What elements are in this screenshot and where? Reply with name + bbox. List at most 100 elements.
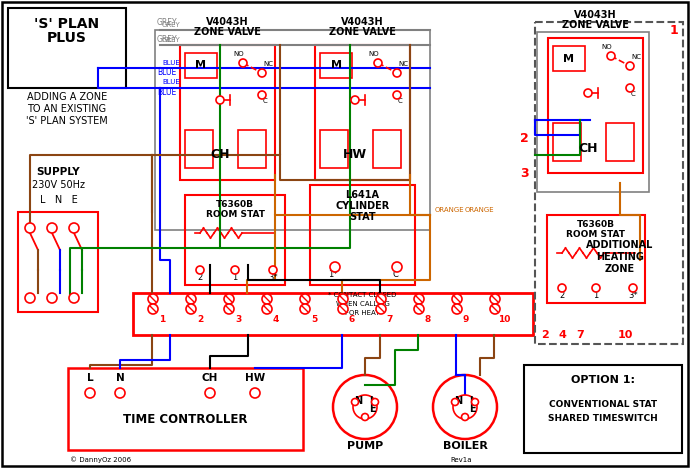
Circle shape	[250, 388, 260, 398]
Text: Rev1a: Rev1a	[450, 457, 471, 463]
Circle shape	[186, 304, 196, 314]
Text: ROOM STAT: ROOM STAT	[566, 230, 626, 239]
Text: 1: 1	[159, 315, 165, 324]
Text: 3: 3	[235, 315, 241, 324]
Text: N: N	[454, 396, 462, 406]
Circle shape	[148, 294, 158, 304]
Circle shape	[205, 388, 215, 398]
Text: CYLINDER: CYLINDER	[335, 201, 390, 211]
Text: 3: 3	[520, 167, 529, 180]
Text: BOILER: BOILER	[442, 441, 487, 451]
Text: C: C	[392, 270, 398, 279]
Circle shape	[333, 375, 397, 439]
Circle shape	[338, 304, 348, 314]
Circle shape	[414, 304, 424, 314]
Circle shape	[452, 304, 462, 314]
Bar	[606, 123, 634, 161]
Bar	[547, 215, 645, 303]
Text: 6: 6	[349, 315, 355, 324]
Circle shape	[626, 62, 634, 70]
Text: L   N   E: L N E	[40, 195, 78, 205]
Text: M: M	[564, 53, 575, 64]
Text: SUPPLY: SUPPLY	[36, 167, 80, 177]
Circle shape	[371, 398, 379, 405]
Circle shape	[453, 395, 477, 419]
Text: NO: NO	[233, 51, 244, 57]
Text: 'S' PLAN: 'S' PLAN	[34, 17, 99, 31]
Text: BLUE: BLUE	[162, 79, 180, 85]
Circle shape	[414, 294, 424, 304]
Circle shape	[351, 398, 359, 405]
Text: ZONE VALVE: ZONE VALVE	[194, 27, 260, 37]
Circle shape	[376, 294, 386, 304]
Text: ORANGE: ORANGE	[465, 207, 495, 213]
Circle shape	[353, 395, 377, 419]
Circle shape	[362, 414, 368, 421]
Circle shape	[231, 266, 239, 274]
Circle shape	[451, 398, 458, 405]
Bar	[185, 195, 285, 285]
Bar	[320, 53, 352, 78]
Circle shape	[85, 388, 95, 398]
Bar	[185, 53, 217, 78]
Text: V4043H: V4043H	[206, 17, 248, 27]
Text: FOR HEAT: FOR HEAT	[345, 310, 380, 316]
Text: L: L	[369, 396, 375, 406]
Bar	[155, 30, 430, 230]
Text: NC: NC	[398, 61, 408, 67]
Circle shape	[629, 284, 637, 292]
Circle shape	[148, 304, 158, 314]
Text: C: C	[398, 98, 403, 104]
Text: TO AN EXISTING: TO AN EXISTING	[28, 104, 106, 114]
Text: NO: NO	[368, 51, 379, 57]
Text: N: N	[116, 373, 124, 383]
Circle shape	[224, 294, 234, 304]
Text: ADDITIONAL: ADDITIONAL	[586, 240, 653, 250]
Text: T6360B: T6360B	[577, 220, 615, 229]
Bar	[18, 212, 98, 312]
Circle shape	[47, 223, 57, 233]
Circle shape	[25, 223, 35, 233]
Text: T6360B: T6360B	[216, 200, 254, 209]
Text: M: M	[195, 60, 206, 71]
Circle shape	[186, 294, 196, 304]
Bar	[133, 293, 533, 335]
Text: L: L	[87, 373, 93, 383]
Text: WHEN CALLING: WHEN CALLING	[335, 301, 389, 307]
Circle shape	[592, 284, 600, 292]
Circle shape	[300, 294, 310, 304]
Bar	[310, 185, 415, 285]
Text: 1: 1	[669, 24, 678, 37]
Bar	[185, 130, 213, 168]
Text: BLUE: BLUE	[162, 60, 180, 66]
Circle shape	[452, 294, 462, 304]
Text: CH: CH	[210, 148, 230, 161]
Bar	[320, 130, 348, 168]
Text: 9: 9	[463, 315, 469, 324]
Circle shape	[224, 304, 234, 314]
Circle shape	[69, 223, 79, 233]
Text: L: L	[469, 396, 475, 406]
Circle shape	[433, 375, 497, 439]
Text: 1: 1	[593, 291, 599, 300]
Text: 'S' PLAN SYSTEM: 'S' PLAN SYSTEM	[26, 116, 108, 126]
Text: BLUE: BLUE	[157, 88, 176, 97]
Circle shape	[269, 266, 277, 274]
Text: ROOM STAT: ROOM STAT	[206, 210, 264, 219]
Circle shape	[69, 293, 79, 303]
Circle shape	[490, 304, 500, 314]
Circle shape	[338, 294, 348, 304]
Text: CH: CH	[578, 141, 598, 154]
Text: © DannyOz 2006: © DannyOz 2006	[70, 456, 131, 463]
Bar	[8, 8, 126, 88]
Bar	[553, 123, 581, 161]
Text: OPTION 1:: OPTION 1:	[571, 375, 635, 385]
Text: 2: 2	[197, 273, 203, 282]
Circle shape	[115, 388, 125, 398]
Text: N: N	[354, 396, 362, 406]
Text: BLUE: BLUE	[157, 68, 176, 77]
Circle shape	[376, 304, 386, 314]
Circle shape	[196, 266, 204, 274]
Text: HEATING: HEATING	[596, 252, 644, 262]
Circle shape	[393, 69, 401, 77]
